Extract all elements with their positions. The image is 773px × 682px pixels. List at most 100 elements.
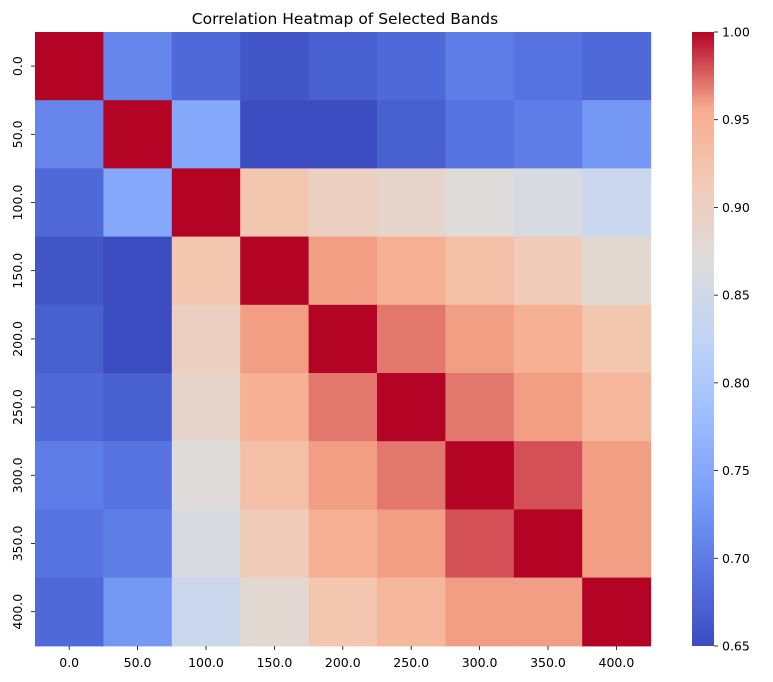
x-tick-label: 100.0 (188, 655, 224, 670)
heatmap-cell (513, 32, 583, 101)
heatmap-cell (377, 304, 446, 374)
heatmap-cell (377, 32, 446, 101)
heatmap-cell (377, 100, 446, 169)
heatmap-cell (240, 509, 310, 579)
heatmap-cell (308, 32, 378, 101)
x-tick-label: 0.0 (59, 655, 79, 670)
heatmap-cell (445, 304, 515, 374)
x-tick-label: 50.0 (124, 655, 152, 670)
heatmap-cell (582, 373, 652, 442)
heatmap-cell (103, 509, 173, 579)
heatmap-cell (171, 577, 241, 647)
heatmap-cell (513, 168, 583, 238)
heatmap-cell (35, 441, 104, 510)
heatmap-cell (582, 577, 652, 647)
heatmap-cell (171, 304, 241, 374)
heatmap-cell (171, 168, 241, 238)
heatmap-cell (171, 441, 241, 510)
x-tick-label: 350.0 (530, 655, 566, 670)
colorbar-tick-label: 0.70 (722, 551, 750, 566)
heatmap-cell (308, 441, 378, 510)
heatmap-cell (171, 32, 241, 101)
heatmap-cell (103, 236, 173, 306)
heatmap-cell (445, 441, 515, 510)
heatmap-cell (513, 577, 583, 647)
heatmap-cell (35, 168, 104, 238)
heatmap-cell (240, 373, 310, 442)
heatmap-cell (377, 168, 446, 238)
heatmap-cell (103, 100, 173, 169)
y-tick-label: 300.0 (10, 457, 25, 493)
heatmap-cell (240, 304, 310, 374)
colorbar-gradient (692, 32, 714, 646)
heatmap-cell (35, 236, 104, 306)
y-tick-label: 50.0 (10, 120, 25, 148)
heatmap-cell (582, 441, 652, 510)
colorbar-tick-label: 0.80 (722, 375, 750, 390)
y-tick-label: 200.0 (10, 321, 25, 357)
colorbar-tick-label: 0.65 (722, 639, 750, 654)
heatmap-cell (582, 32, 652, 101)
heatmap-cell (377, 236, 446, 306)
heatmap-cell (35, 577, 104, 647)
heatmap-cell (445, 168, 515, 238)
heatmap-cell (171, 236, 241, 306)
heatmap-cell (308, 373, 378, 442)
heatmap-cell (513, 509, 583, 579)
heatmap-cell (582, 168, 652, 238)
heatmap-cell (377, 577, 446, 647)
heatmap-cell (445, 373, 515, 442)
heatmap-cell (35, 100, 104, 169)
heatmap-cell (582, 100, 652, 169)
heatmap-cell (171, 100, 241, 169)
heatmap-cell (513, 441, 583, 510)
heatmap-cells (35, 32, 652, 647)
heatmap-cell (35, 509, 104, 579)
heatmap-cell (513, 100, 583, 169)
heatmap-cell (445, 32, 515, 101)
heatmap-cell (103, 304, 173, 374)
y-tick-label: 0.0 (10, 56, 25, 76)
x-tick-label: 300.0 (462, 655, 498, 670)
heatmap-cell (582, 509, 652, 579)
chart-title: Correlation Heatmap of Selected Bands (192, 10, 498, 28)
heatmap-cell (445, 509, 515, 579)
colorbar: 0.65 0.70 0.75 0.80 0.85 0.90 0.95 1.00 (692, 25, 750, 654)
heatmap-cell (240, 577, 310, 647)
heatmap-cell (308, 168, 378, 238)
x-tick-label: 400.0 (599, 655, 635, 670)
heatmap-cell (240, 168, 310, 238)
heatmap-cell (240, 100, 310, 169)
heatmap-cell (35, 304, 104, 374)
x-tick-label: 150.0 (257, 655, 293, 670)
y-tick-label: 100.0 (10, 185, 25, 221)
heatmap-cell (513, 373, 583, 442)
heatmap-cell (582, 236, 652, 306)
y-tick-label: 250.0 (10, 389, 25, 425)
colorbar-tick-label: 0.90 (722, 200, 750, 215)
heatmap-cell (103, 168, 173, 238)
heatmap-cell (171, 373, 241, 442)
heatmap-cell (308, 509, 378, 579)
heatmap-cell (377, 509, 446, 579)
x-tick-label: 250.0 (393, 655, 429, 670)
colorbar-tick-label: 0.85 (722, 288, 750, 303)
heatmap-cell (35, 32, 104, 101)
heatmap-cell (308, 100, 378, 169)
heatmap-cell (240, 236, 310, 306)
x-tick-label: 200.0 (325, 655, 361, 670)
heatmap-cell (240, 32, 310, 101)
heatmap-cell (103, 373, 173, 442)
heatmap-cell (377, 441, 446, 510)
heatmap-cell (445, 100, 515, 169)
heatmap-cell (513, 304, 583, 374)
heatmap-cell (445, 236, 515, 306)
y-tick-label: 150.0 (10, 253, 25, 289)
colorbar-ticks: 0.65 0.70 0.75 0.80 0.85 0.90 0.95 1.00 (714, 25, 750, 654)
colorbar-tick-label: 0.95 (722, 112, 750, 127)
heatmap-cell (35, 373, 104, 442)
heatmap-cell (582, 304, 652, 374)
heatmap-cell (308, 304, 378, 374)
colorbar-tick-label: 1.00 (722, 25, 750, 40)
